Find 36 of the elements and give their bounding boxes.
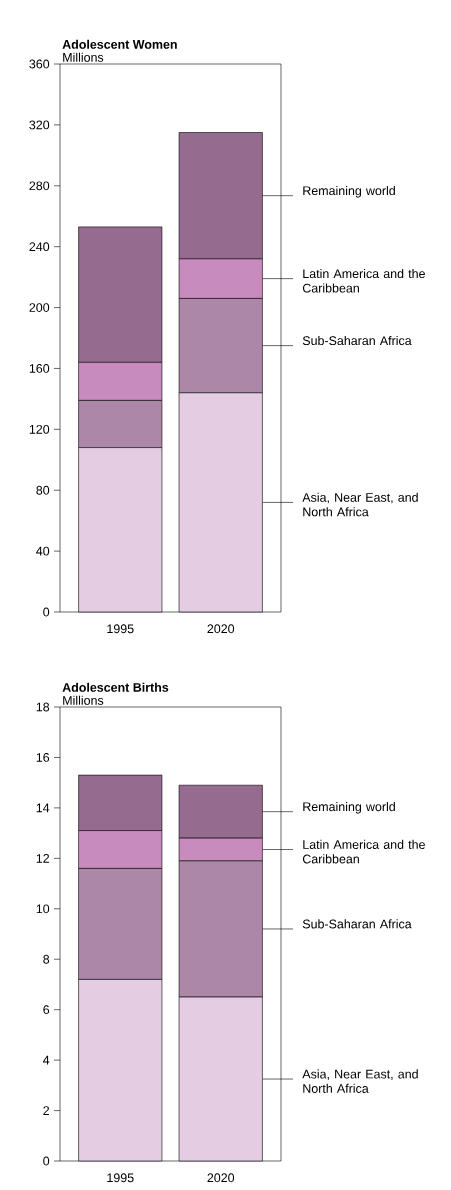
chart-title: Adolescent Births	[62, 682, 169, 692]
y-tick-label: 320	[29, 120, 50, 130]
y-tick-label: 16	[36, 753, 50, 762]
y-tick-label: 40	[36, 546, 50, 556]
y-tick-label: 280	[29, 181, 50, 191]
legend-label: Sub-Saharan Africa	[302, 335, 412, 346]
legend-label: Latin America and the Caribbean	[302, 839, 425, 864]
x-tick-label: 1995	[107, 624, 134, 634]
y-tick-label: 360	[29, 59, 50, 69]
y-tick-label: 12	[36, 854, 50, 863]
y-tick-label: 0	[43, 607, 50, 617]
y-tick-label: 120	[29, 424, 50, 434]
y-tick-label: 18	[36, 702, 50, 712]
legend-label: Remaining world	[303, 185, 395, 198]
legend-label: Asia, Near East, and North Africa	[302, 492, 418, 517]
x-tick-label: 2020	[207, 1173, 235, 1183]
legend-label: Asia, Near East, and North Africa	[302, 1069, 418, 1093]
y-tick-label: 14	[36, 803, 50, 813]
y-tick-label: 4	[43, 1055, 50, 1065]
legend-label: Sub-Saharan Africa	[302, 919, 412, 929]
y-tick-label: 240	[29, 242, 50, 252]
x-tick-label: 1995	[107, 1173, 134, 1183]
y-tick-label: 8	[43, 954, 50, 964]
y-axis-title: Millions	[63, 695, 104, 705]
y-tick-label: 160	[29, 364, 50, 373]
y-tick-label: 80	[36, 485, 50, 495]
y-tick-label: 200	[29, 303, 50, 312]
y-tick-label: 2	[43, 1106, 50, 1115]
legend-label: Latin America and the Caribbean	[302, 268, 425, 293]
legend-label: Remaining world	[303, 801, 395, 814]
y-tick-label: 6	[43, 1005, 50, 1015]
y-axis-title: Millions	[63, 52, 104, 62]
y-tick-label: 10	[36, 904, 50, 914]
x-tick-label: 2020	[207, 624, 235, 634]
chart-title: Adolescent Women	[62, 39, 177, 49]
y-tick-label: 0	[43, 1156, 50, 1166]
